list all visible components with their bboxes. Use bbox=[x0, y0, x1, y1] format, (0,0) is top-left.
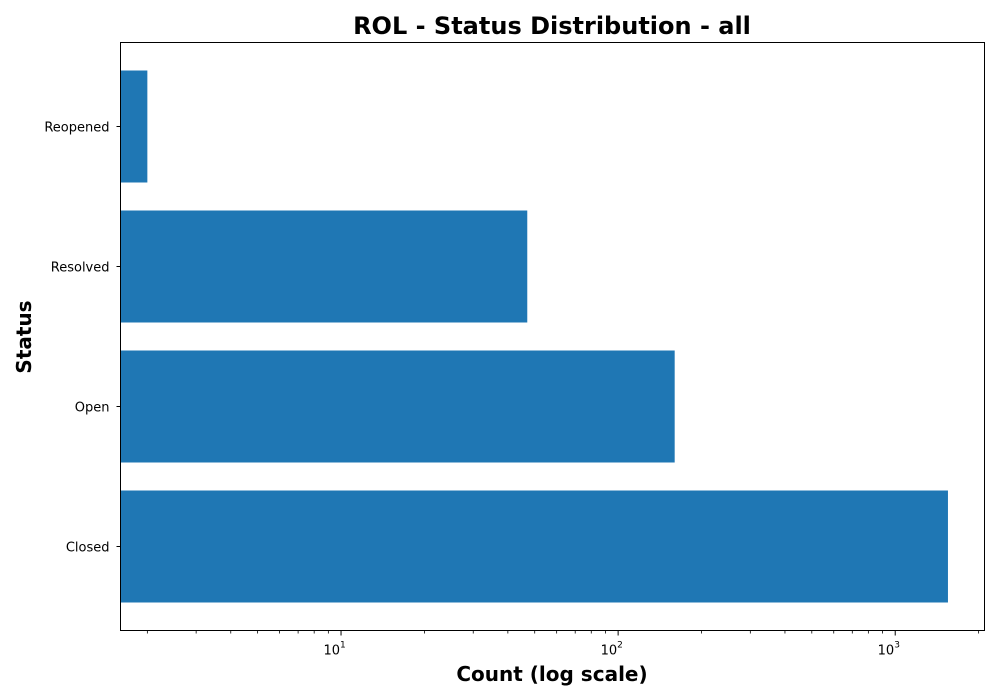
bar-closed bbox=[120, 490, 948, 603]
bar-reopened bbox=[120, 70, 148, 183]
y-axis-label: Status bbox=[12, 300, 36, 373]
x-tick-label-exponent: 3 bbox=[894, 641, 900, 651]
x-tick-label-exponent: 1 bbox=[340, 641, 346, 651]
x-tick-label: 10 2 bbox=[601, 641, 623, 659]
y-tick-label-resolved: Resolved bbox=[51, 261, 110, 276]
x-tick-label-base: 10 bbox=[323, 644, 340, 659]
bar-open bbox=[120, 350, 675, 463]
x-tick-label: 10 3 bbox=[878, 641, 900, 659]
x-tick-label: 10 1 bbox=[323, 641, 345, 659]
chart-title: ROL - Status Distribution - all bbox=[353, 12, 751, 40]
y-tick-label-open: Open bbox=[75, 401, 110, 416]
x-tick-label-base: 10 bbox=[878, 644, 895, 659]
bars-group bbox=[120, 70, 948, 603]
x-tick-label-exponent: 2 bbox=[617, 641, 623, 651]
y-axis-ticks: Closed Open Resolved Reopened bbox=[44, 121, 121, 556]
y-tick-label-reopened: Reopened bbox=[44, 121, 109, 136]
bar-resolved bbox=[120, 210, 528, 323]
x-axis-label: Count (log scale) bbox=[456, 662, 647, 686]
x-tick-label-base: 10 bbox=[601, 644, 618, 659]
y-tick-label-closed: Closed bbox=[66, 541, 110, 556]
plot-frame bbox=[120, 42, 985, 631]
